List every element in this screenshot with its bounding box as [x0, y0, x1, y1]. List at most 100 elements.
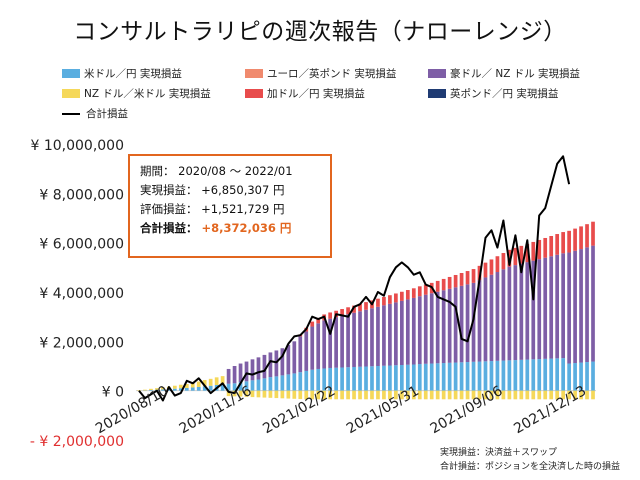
- bar-segment: [316, 317, 321, 324]
- bar-segment-negative: [340, 390, 344, 400]
- bar-segment: [334, 317, 338, 368]
- bar-segment: [208, 378, 213, 386]
- bar-segment: [489, 361, 494, 391]
- bar-segment: [304, 370, 309, 391]
- bar-segment: [161, 387, 165, 390]
- bar-segment: [298, 372, 303, 391]
- bar-segment: [507, 266, 512, 361]
- bar-segment: [184, 384, 189, 388]
- bar-segment: [519, 245, 524, 264]
- bar-segment-negative: [423, 390, 428, 400]
- bar-segment-negative: [346, 390, 350, 400]
- bar-segment: [286, 344, 291, 375]
- legend-item: 英ポンド／円 実現損益: [428, 86, 558, 101]
- bar-segment: [543, 237, 548, 258]
- bar-segment: [202, 386, 207, 391]
- bar-segment: [525, 262, 530, 360]
- bar-segment-negative: [429, 390, 434, 400]
- bar-segment: [262, 378, 267, 391]
- bar-segment: [483, 277, 488, 362]
- bar-segment: [328, 367, 333, 391]
- bar-segment: [585, 247, 589, 363]
- bar-segment: [334, 367, 338, 391]
- bar-segment: [232, 383, 237, 391]
- bar-segment: [394, 293, 398, 303]
- bar-segment: [172, 388, 177, 391]
- bar-segment-negative: [394, 390, 398, 400]
- bar-segment: [364, 366, 368, 391]
- bar-segment: [292, 341, 297, 374]
- bar-segment-negative: [286, 390, 291, 399]
- bar-segment: [184, 387, 189, 391]
- bar-segment-negative: [531, 390, 536, 400]
- bar-segment: [435, 280, 440, 292]
- bar-segment-negative: [453, 390, 458, 400]
- bar-segment: [346, 307, 350, 315]
- legend-item: ユーロ／英ポンド 実現損益: [245, 66, 396, 81]
- y-tick-label: - ¥ 2,000,000: [30, 434, 124, 450]
- bar-segment: [471, 269, 476, 283]
- bar-segment: [471, 361, 476, 391]
- bar-segment: [316, 323, 321, 369]
- bar-segment-negative: [352, 390, 356, 400]
- bar-segment: [573, 363, 577, 391]
- bar-segment-negative: [519, 390, 524, 400]
- legend-label: 加ドル／円 実現損益: [267, 88, 365, 100]
- legend-item: 合計損益: [62, 106, 128, 121]
- bar-segment-negative: [555, 390, 560, 400]
- bar-segment-negative: [489, 390, 494, 400]
- bar-segment: [435, 291, 440, 364]
- total-label: 合計損益：: [140, 221, 198, 235]
- bar-segment: [561, 232, 565, 254]
- bar-segment-negative: [585, 390, 589, 400]
- period-label: 期間：: [140, 164, 175, 178]
- bar-segment: [453, 274, 458, 288]
- bar-segment-negative: [441, 390, 446, 400]
- bar-segment: [382, 296, 386, 306]
- bar-segment-negative: [447, 390, 452, 400]
- bar-segment-negative: [549, 390, 554, 400]
- bar-segment: [423, 284, 428, 295]
- bar-segment: [501, 360, 506, 391]
- bar-segment: [495, 272, 500, 361]
- bar-segment: [364, 302, 368, 310]
- bar-segment-negative: [298, 390, 303, 400]
- bar-segment: [519, 359, 524, 391]
- bar-segment: [388, 295, 392, 304]
- bar-segment-negative: [364, 390, 368, 400]
- bar-segment: [280, 375, 285, 391]
- bar-segment-negative: [579, 390, 583, 400]
- y-tick-label: ¥ 0: [102, 385, 124, 401]
- total-line: [138, 155, 571, 402]
- bar-segment: [567, 363, 571, 391]
- bar-segment-negative: [567, 390, 571, 400]
- bar-segment: [304, 331, 309, 371]
- bar-segment: [495, 360, 500, 391]
- bar-segment-negative: [280, 390, 285, 399]
- bar-segment: [202, 380, 207, 387]
- bar-segment: [591, 245, 595, 362]
- bar-segment: [489, 259, 494, 275]
- bar-segment: [280, 348, 285, 376]
- bar-segment: [459, 273, 464, 286]
- bar-segment-negative: [417, 390, 422, 400]
- bar-segment: [573, 250, 577, 364]
- y-tick-label: ¥ 10,000,000: [30, 138, 124, 154]
- legend-label: 豪ドル／ NZ ドル 実現損益: [450, 68, 581, 80]
- bar-segment: [214, 377, 219, 385]
- bar-segment: [358, 303, 362, 312]
- bar-segment: [155, 388, 159, 390]
- bar-segment: [376, 306, 380, 366]
- bar-segment: [226, 368, 231, 384]
- bar-segment: [149, 390, 153, 391]
- bar-segment: [388, 303, 392, 366]
- bar-segment-negative: [328, 390, 333, 400]
- bar-segment: [244, 381, 249, 391]
- bar-segment: [394, 302, 398, 366]
- unrealized-label: 評価損益：: [140, 202, 198, 216]
- bar-segment: [322, 368, 327, 391]
- bar-segment: [340, 309, 344, 316]
- bar-segment: [573, 228, 577, 251]
- bar-segment: [549, 236, 554, 257]
- bar-segment: [441, 363, 446, 391]
